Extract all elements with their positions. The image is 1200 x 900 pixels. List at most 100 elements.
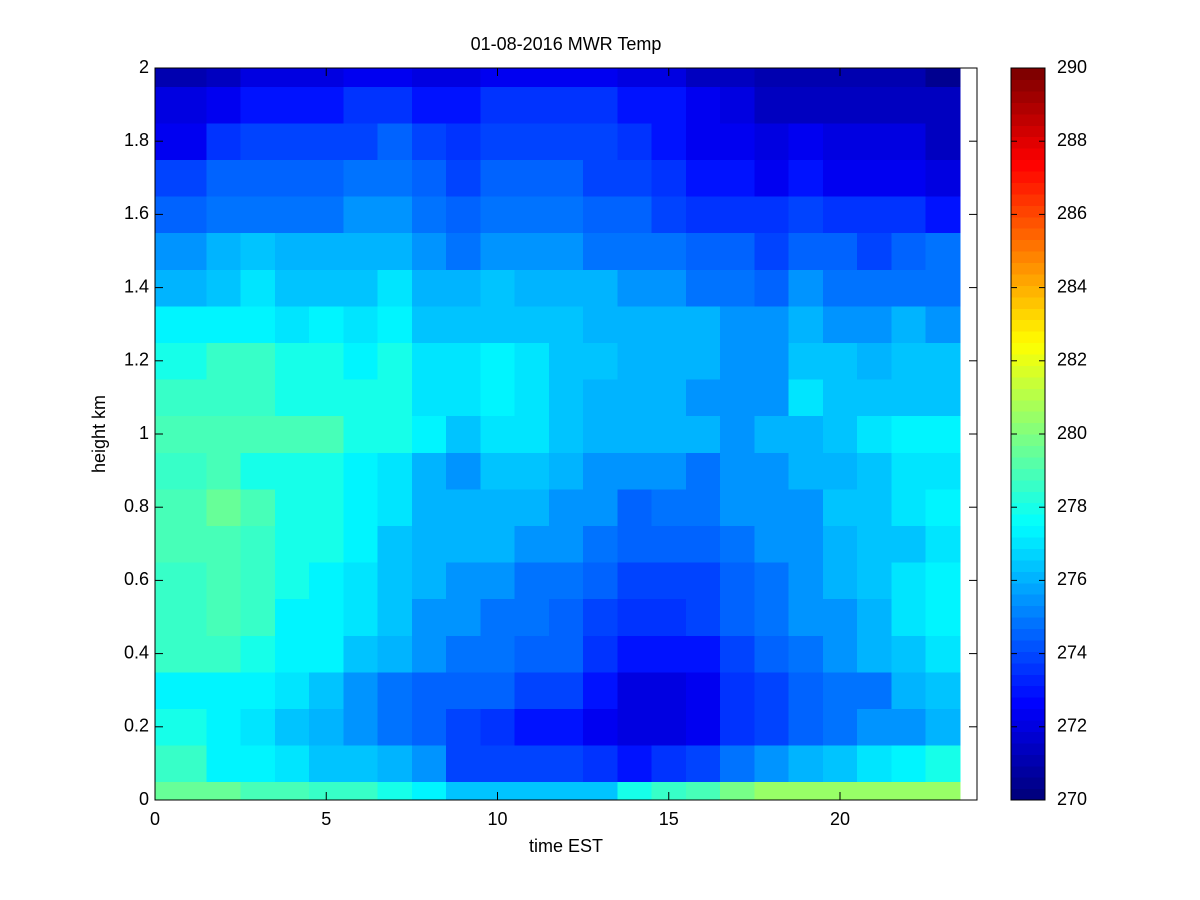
colorbar-swatch <box>1011 228 1045 241</box>
heatmap-cell <box>480 635 516 673</box>
heatmap-cell <box>446 379 481 417</box>
heatmap-cell <box>651 452 687 490</box>
heatmap-cell <box>309 342 344 380</box>
heatmap-cell <box>514 708 550 746</box>
heatmap-cell <box>583 196 618 234</box>
heatmap-cell <box>274 379 310 417</box>
heatmap-cell <box>651 86 687 124</box>
heatmap-cell <box>343 68 379 87</box>
heatmap-cell <box>480 525 516 563</box>
colorbar-swatch <box>1011 651 1045 664</box>
heatmap-cell <box>274 342 310 380</box>
heatmap-cell <box>446 86 481 124</box>
heatmap-cell <box>446 635 481 673</box>
heatmap-cell <box>480 745 516 783</box>
heatmap-cell <box>822 525 858 563</box>
heatmap-cell <box>720 525 755 563</box>
heatmap-cell <box>377 708 413 746</box>
heatmap-cell <box>822 86 858 124</box>
heatmap-cell <box>788 86 824 124</box>
heatmap-cell <box>720 232 755 270</box>
heatmap-cell <box>651 488 687 526</box>
heatmap-cell <box>617 68 653 87</box>
heatmap-cell <box>480 122 516 160</box>
heatmap-cell <box>548 781 584 801</box>
heatmap-cell <box>891 86 927 124</box>
heatmap-cell <box>788 68 824 87</box>
heatmap-cell <box>514 122 550 160</box>
colorbar-swatch <box>1011 479 1045 492</box>
heatmap-cell <box>343 598 379 636</box>
heatmap-cell <box>274 745 310 783</box>
heatmap-cell <box>925 525 961 563</box>
heatmap-cell <box>617 415 653 453</box>
heatmap-cell <box>155 305 207 343</box>
heatmap-cell <box>514 635 550 673</box>
heatmap-cell <box>788 305 824 343</box>
y-axis-label: height km <box>89 395 109 473</box>
heatmap-cell <box>583 415 618 453</box>
heatmap-cell <box>377 196 413 234</box>
heatmap-cell <box>155 232 207 270</box>
heatmap-cell <box>583 342 618 380</box>
colorbar-tick-label: 282 <box>1057 350 1087 370</box>
heatmap-cell <box>155 86 207 124</box>
heatmap-cell <box>788 708 824 746</box>
heatmap-cell <box>857 68 892 87</box>
heatmap-cell <box>685 232 721 270</box>
colorbar-tick-label: 270 <box>1057 789 1087 809</box>
heatmap-cell <box>155 562 207 600</box>
heatmap-cell <box>514 269 550 307</box>
y-tick-label: 0 <box>139 789 149 809</box>
colorbar-swatch <box>1011 319 1045 332</box>
heatmap-cell <box>411 562 447 600</box>
colorbar-swatch <box>1011 434 1045 447</box>
heatmap-cell <box>514 159 550 197</box>
heatmap-cell <box>685 305 721 343</box>
heatmap-cell <box>480 196 516 234</box>
heatmap-cell <box>651 708 687 746</box>
heatmap-cell <box>754 635 790 673</box>
heatmap-cell <box>240 196 276 234</box>
colorbar-swatch <box>1011 113 1045 126</box>
heatmap-cell <box>891 562 927 600</box>
heatmap-cell <box>446 122 481 160</box>
heatmap-cell <box>446 452 481 490</box>
heatmap-cell <box>822 159 858 197</box>
heatmap-cell <box>274 525 310 563</box>
colorbar-swatch <box>1011 731 1045 744</box>
heatmap-cell <box>685 379 721 417</box>
heatmap-cell <box>857 269 892 307</box>
heatmap-cell <box>309 781 344 801</box>
heatmap-cell <box>343 525 379 563</box>
colorbar-swatch <box>1011 605 1045 618</box>
x-tick-label: 20 <box>830 809 850 829</box>
heatmap-cell <box>377 269 413 307</box>
heatmap-cell <box>309 269 344 307</box>
heatmap-cell <box>155 671 207 709</box>
colorbar-swatch <box>1011 262 1045 275</box>
heatmap-cell <box>685 745 721 783</box>
heatmap-cell <box>925 122 961 160</box>
colorbar-tick-label: 274 <box>1057 642 1087 662</box>
heatmap-cell <box>891 415 927 453</box>
heatmap-cell <box>651 525 687 563</box>
heatmap-cell <box>857 305 892 343</box>
heatmap-cell <box>822 745 858 783</box>
x-tick-label: 5 <box>321 809 331 829</box>
heatmap-cell <box>155 781 207 801</box>
colorbar-swatch <box>1011 674 1045 687</box>
heatmap-cell <box>274 598 310 636</box>
heatmap-cell <box>617 232 653 270</box>
heatmap-cell <box>617 342 653 380</box>
heatmap-cell <box>822 379 858 417</box>
heatmap-cell <box>617 562 653 600</box>
y-tick-label: 1 <box>139 423 149 443</box>
colorbar-swatch <box>1011 754 1045 767</box>
heatmap-cell <box>891 781 927 801</box>
heatmap-cell <box>925 708 961 746</box>
heatmap-cell <box>240 781 276 801</box>
heatmap-cell <box>925 781 961 801</box>
heatmap-cell <box>155 488 207 526</box>
heatmap-cell <box>822 305 858 343</box>
